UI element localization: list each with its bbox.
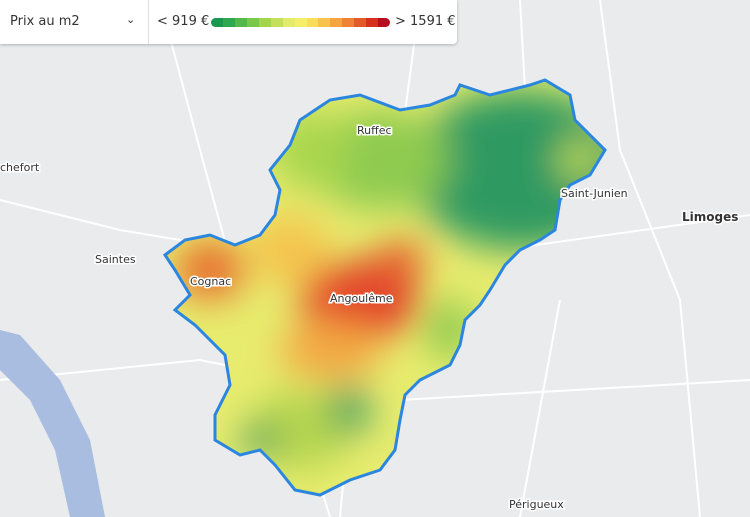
legend-min-label: < 919 € bbox=[157, 14, 210, 29]
legend-swatch bbox=[342, 18, 355, 27]
legend-swatch bbox=[282, 18, 295, 27]
legend-swatch bbox=[270, 18, 283, 27]
place-label: Périgueux bbox=[509, 498, 564, 511]
legend-swatch bbox=[211, 18, 223, 27]
place-label: chefort bbox=[0, 161, 40, 174]
control-panel: Prix au m2 ⌄ < 919 € > 1591 € bbox=[0, 0, 457, 44]
dropdown-chevron[interactable]: ⌄ bbox=[126, 13, 136, 26]
measure-select[interactable]: Prix au m2 bbox=[10, 14, 80, 29]
legend-swatch bbox=[354, 18, 367, 27]
place-label: Saint-Junien bbox=[561, 187, 628, 200]
legend-swatch bbox=[234, 18, 247, 27]
place-label: Limoges bbox=[682, 210, 738, 224]
legend-swatch bbox=[306, 18, 319, 27]
place-label: Angoulême bbox=[330, 292, 393, 305]
legend-swatch bbox=[378, 18, 390, 27]
legend-swatch bbox=[366, 18, 379, 27]
legend-swatch bbox=[294, 18, 307, 27]
place-label: Ruffec bbox=[357, 124, 392, 137]
legend-swatch bbox=[222, 18, 235, 27]
legend-swatch bbox=[246, 18, 259, 27]
legend-swatch bbox=[258, 18, 271, 27]
legend-color-scale bbox=[211, 18, 390, 27]
place-label: Cognac bbox=[190, 275, 231, 288]
legend-max-label: > 1591 € bbox=[395, 14, 456, 29]
legend-swatch bbox=[318, 18, 331, 27]
legend-swatch bbox=[330, 18, 343, 27]
estuary bbox=[0, 330, 105, 517]
divider bbox=[148, 0, 149, 44]
place-label: Saintes bbox=[95, 253, 136, 266]
